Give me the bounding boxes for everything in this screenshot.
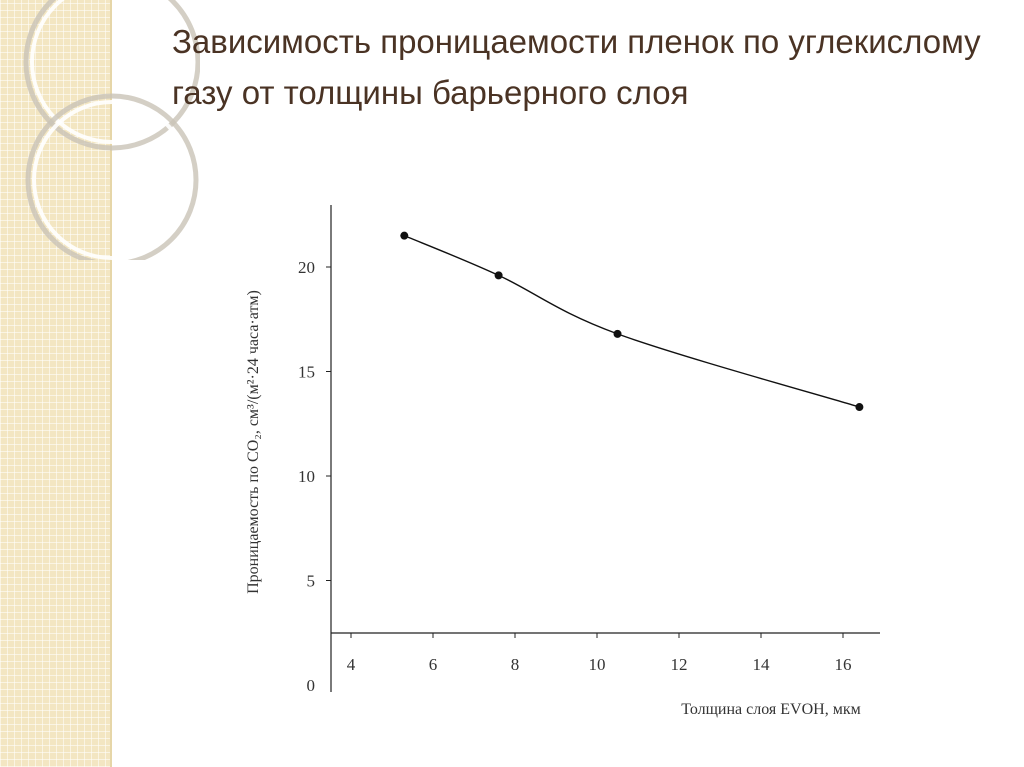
y-axis-label: Проницаемость по CO₂, см³/(м²·24 часа·ат… xyxy=(245,290,262,594)
chart-ticks: 0 5 10 15 20 4 6 8 10 12 14 16 xyxy=(298,258,852,695)
x-axis-label: Толщина слоя EVOH, мкм xyxy=(681,701,861,718)
data-point xyxy=(494,271,503,280)
x-tick-label: 12 xyxy=(671,655,688,674)
series-line xyxy=(404,235,860,408)
x-tick-label: 10 xyxy=(589,655,606,674)
chart-series xyxy=(400,231,864,412)
y-tick-label: 10 xyxy=(298,467,315,486)
x-tick-label: 8 xyxy=(511,655,520,674)
data-point xyxy=(613,329,622,338)
data-point xyxy=(400,231,409,240)
decorative-rings xyxy=(23,0,200,260)
data-point xyxy=(855,403,864,412)
x-tick-label: 4 xyxy=(347,655,356,674)
slide-title: Зависимость проницаемости пленок по угле… xyxy=(172,23,981,111)
y-tick-label: 15 xyxy=(298,363,315,382)
y-tick-label: 0 xyxy=(307,676,316,695)
side-panel-divider xyxy=(110,0,112,767)
chart-axes xyxy=(330,205,880,692)
x-tick-label: 16 xyxy=(835,655,852,674)
y-tick-label: 20 xyxy=(298,258,315,277)
x-tick-label: 14 xyxy=(753,655,771,674)
x-tick-label: 6 xyxy=(429,655,438,674)
y-tick-label: 5 xyxy=(307,572,316,591)
